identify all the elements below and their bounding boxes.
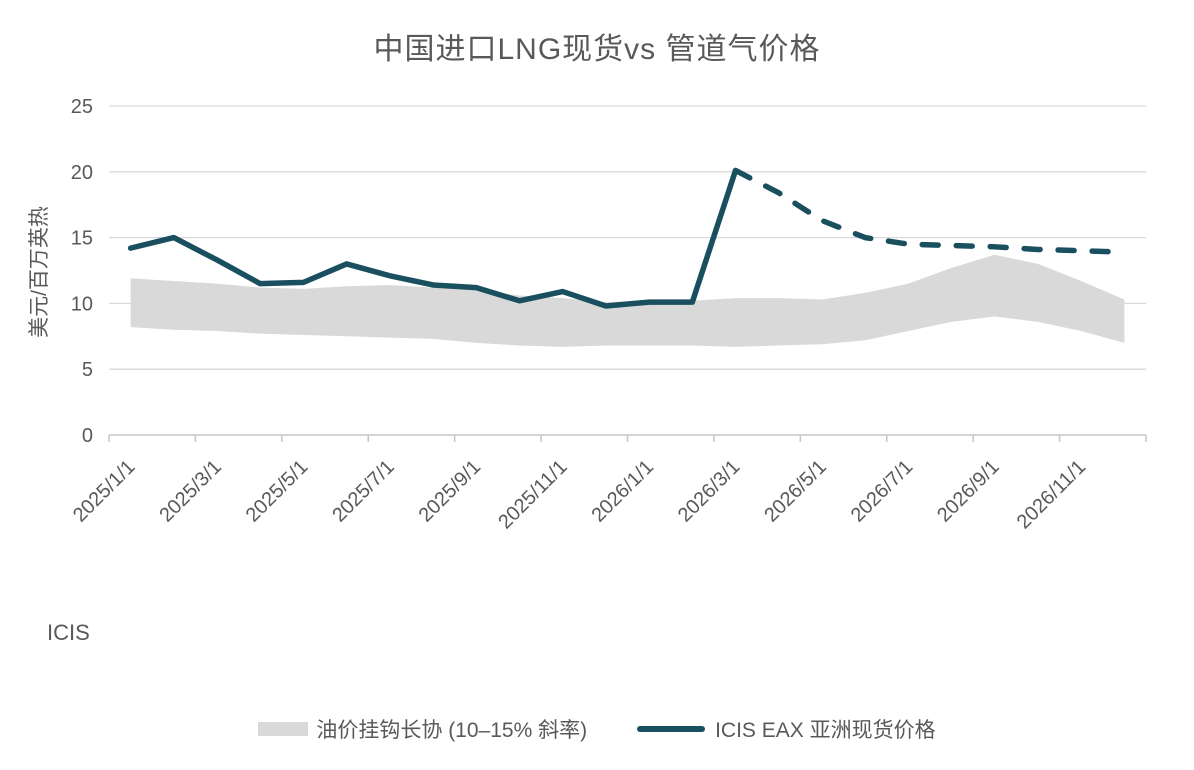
legend: 油价挂钩长协 (10–15% 斜率) ICIS EAX 亚洲现货价格 [0, 714, 1194, 744]
x-tick-label: 2026/3/1 [674, 456, 745, 527]
band-series [130, 254, 1125, 347]
legend-band-label: 油价挂钩长协 (10–15% 斜率) [316, 719, 588, 742]
x-tick-label: 2025/3/1 [155, 456, 226, 527]
spot-line-dashed [732, 167, 1128, 255]
spot-line-solid [127, 167, 739, 309]
y-tick-label: 0 [82, 425, 93, 447]
y-tick-label: 10 [71, 293, 93, 315]
x-tick-label: 2025/9/1 [415, 456, 486, 527]
band-swatch-icon [258, 722, 309, 736]
x-tick-label: 2026/9/1 [933, 456, 1004, 527]
legend-item-band: 油价挂钩长协 (10–15% 斜率) [258, 714, 587, 744]
legend-line-label: ICIS EAX 亚洲现货价格 [715, 719, 936, 742]
x-tick-label: 2025/11/1 [494, 456, 571, 533]
y-tick-label: 5 [82, 359, 93, 381]
x-tick-label: 2026/11/1 [1013, 456, 1090, 533]
x-tick-label: 2026/1/1 [587, 456, 658, 527]
line-swatch-icon [637, 726, 706, 732]
chart-title: 中国进口LNG现货vs 管道气价格 [373, 33, 821, 66]
x-tick-label: 2025/7/1 [328, 456, 399, 527]
y-tick-label: 20 [71, 162, 93, 184]
source-label: ICIS [47, 620, 90, 645]
y-tick-label: 25 [71, 96, 93, 118]
legend-item-line: ICIS EAX 亚洲现货价格 [637, 714, 936, 744]
y-tick-label: 15 [71, 228, 93, 250]
x-tick-label: 2026/7/1 [847, 456, 918, 527]
x-tick-label: 2025/1/1 [69, 456, 140, 527]
x-tick-label: 2026/5/1 [760, 456, 831, 527]
x-tick-label: 2025/5/1 [242, 456, 313, 527]
